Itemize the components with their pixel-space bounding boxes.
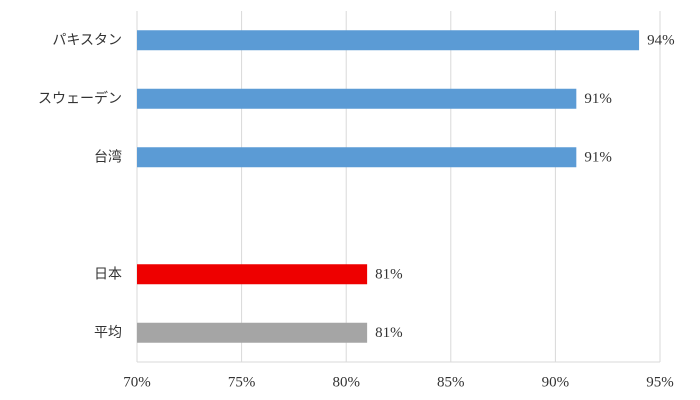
- x-tick-label: 75%: [228, 374, 256, 390]
- x-tick-label: 90%: [542, 374, 570, 390]
- bar: [137, 322, 368, 343]
- bar: [137, 147, 577, 168]
- y-tick-label: 平均: [94, 325, 122, 341]
- x-tick-label: 95%: [646, 374, 674, 390]
- y-tick-label: 台湾: [94, 148, 122, 165]
- x-tick-label: 70%: [123, 374, 151, 390]
- bar: [137, 264, 368, 285]
- value-label: 81%: [375, 267, 403, 283]
- value-label: 81%: [375, 325, 403, 341]
- value-label: 94%: [647, 33, 675, 49]
- value-label: 91%: [584, 91, 612, 107]
- bar: [137, 88, 577, 109]
- y-tick-label: パキスタン: [52, 32, 122, 48]
- y-tick-label: スウェーデン: [38, 90, 122, 107]
- value-label: 91%: [584, 150, 612, 166]
- x-tick-label: 80%: [332, 374, 360, 390]
- y-tick-label: 日本: [94, 266, 122, 282]
- bar: [137, 30, 640, 51]
- x-tick-label: 85%: [437, 374, 465, 390]
